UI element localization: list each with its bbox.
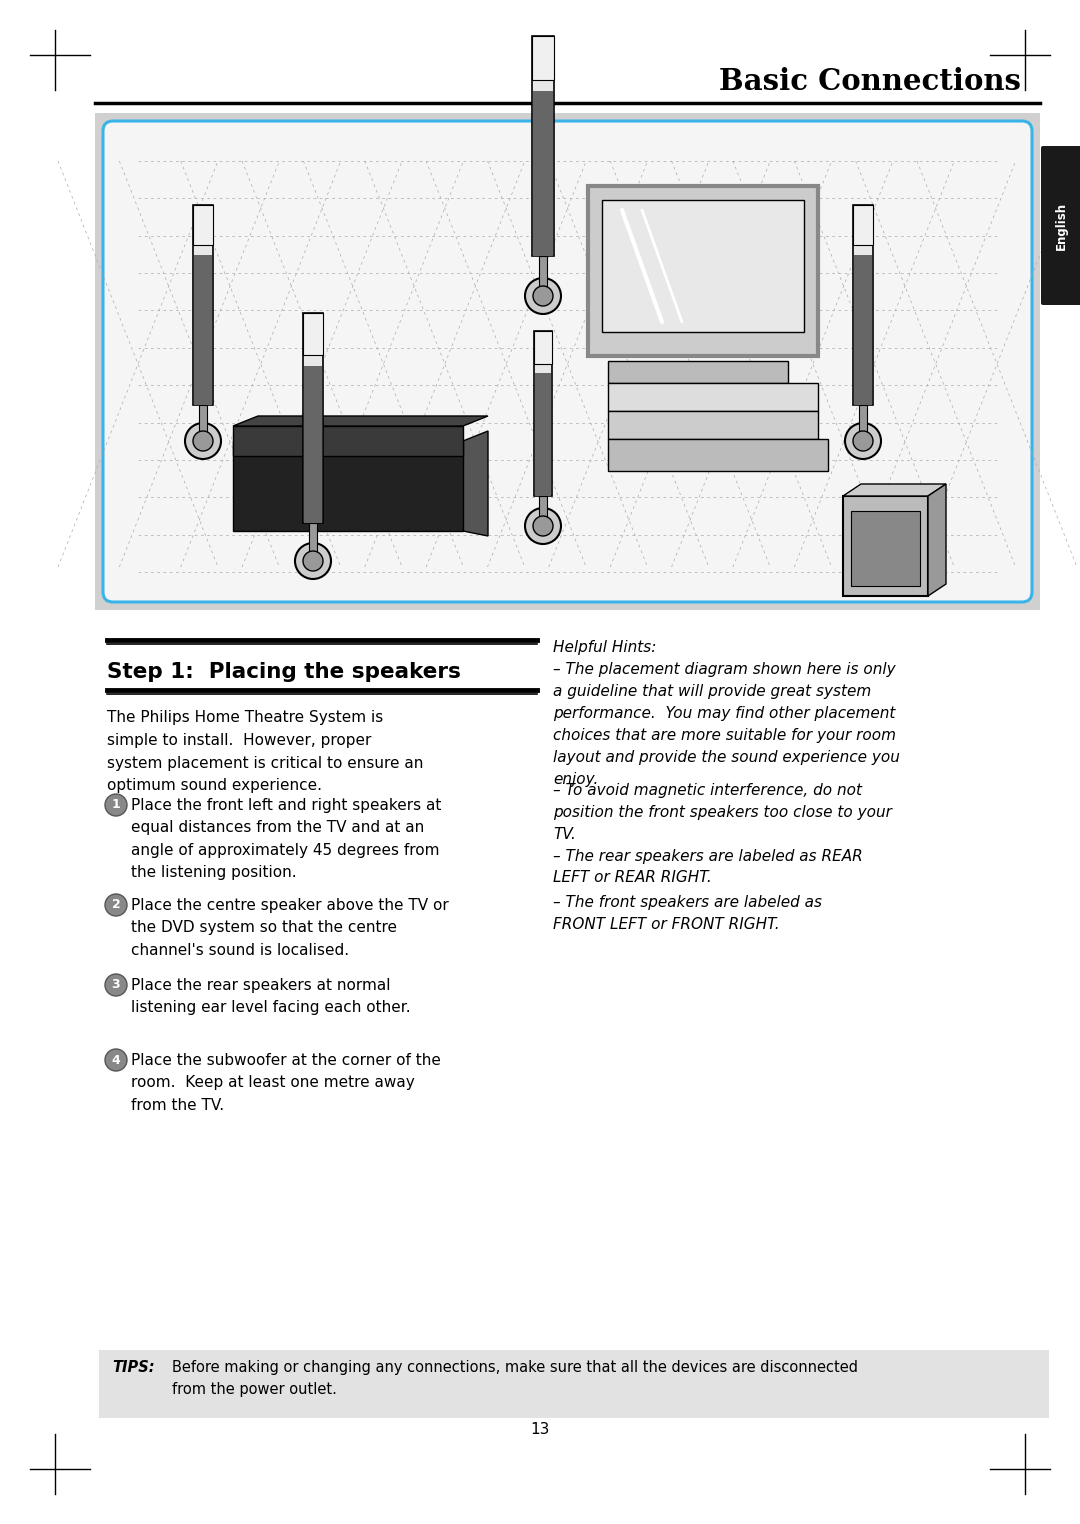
Text: Place the subwoofer at the corner of the
room.  Keep at least one metre away
fro: Place the subwoofer at the corner of the… [131, 1053, 441, 1113]
Circle shape [105, 895, 127, 916]
FancyBboxPatch shape [103, 120, 1032, 602]
Circle shape [534, 287, 553, 306]
Bar [853, 206, 873, 245]
Bar [534, 91, 553, 256]
Text: – The placement diagram shown here is only
a guideline that will provide great s: – The placement diagram shown here is on… [553, 661, 900, 786]
Text: 4: 4 [111, 1053, 120, 1067]
Circle shape [525, 507, 561, 544]
Bar [843, 495, 928, 596]
Text: – To avoid magnetic interference, do not
position the front speakers too close t: – To avoid magnetic interference, do not… [553, 783, 892, 841]
Text: English: English [1055, 201, 1068, 250]
Bar [193, 206, 213, 245]
Bar [303, 314, 323, 523]
Text: Helpful Hints:: Helpful Hints: [553, 640, 657, 655]
Text: Place the rear speakers at normal
listening ear level facing each other.: Place the rear speakers at normal listen… [131, 978, 410, 1015]
Bar [532, 37, 554, 256]
Text: The Philips Home Theatre System is
simple to install.  However, proper
system pl: The Philips Home Theatre System is simpl… [107, 710, 423, 794]
Circle shape [853, 431, 873, 451]
Bar [539, 256, 546, 296]
Text: Step 1:  Placing the speakers: Step 1: Placing the speakers [107, 661, 461, 683]
Text: Place the front left and right speakers at
equal distances from the TV and at an: Place the front left and right speakers … [131, 799, 442, 881]
Bar [233, 427, 463, 456]
Polygon shape [463, 431, 488, 536]
Bar [532, 37, 554, 81]
Text: Place the centre speaker above the TV or
the DVD system so that the centre
chann: Place the centre speaker above the TV or… [131, 898, 449, 959]
Bar [588, 186, 818, 357]
Polygon shape [928, 485, 946, 596]
Bar [95, 113, 1040, 610]
Circle shape [185, 424, 221, 459]
Text: Basic Connections: Basic Connections [719, 67, 1021, 96]
Polygon shape [233, 416, 488, 427]
Circle shape [105, 974, 127, 997]
Bar [608, 439, 828, 471]
Circle shape [295, 543, 330, 579]
Bar [853, 206, 873, 405]
Bar [309, 523, 318, 561]
Bar [534, 331, 552, 364]
Bar [851, 511, 920, 587]
Text: TIPS:: TIPS: [112, 1359, 154, 1375]
Circle shape [105, 1049, 127, 1071]
Bar [588, 186, 818, 357]
Bar [303, 314, 323, 355]
Bar [199, 405, 207, 440]
Text: 1: 1 [111, 799, 120, 811]
Bar [193, 206, 213, 405]
FancyBboxPatch shape [1041, 146, 1080, 305]
Circle shape [193, 431, 213, 451]
Bar [608, 411, 818, 439]
Bar [854, 255, 872, 405]
Circle shape [105, 794, 127, 815]
Bar [602, 200, 804, 332]
Text: 2: 2 [111, 899, 120, 911]
Bar [608, 361, 788, 383]
Circle shape [534, 517, 553, 536]
Bar [535, 372, 551, 497]
Bar [539, 497, 546, 526]
Circle shape [845, 424, 881, 459]
Text: 3: 3 [111, 978, 120, 992]
Bar [233, 440, 463, 530]
Text: – The rear speakers are labeled as REAR
LEFT or REAR RIGHT.: – The rear speakers are labeled as REAR … [553, 849, 863, 885]
Text: – The front speakers are labeled as
FRONT LEFT or FRONT RIGHT.: – The front speakers are labeled as FRON… [553, 896, 822, 933]
Bar [859, 405, 867, 440]
Text: 13: 13 [530, 1422, 550, 1437]
Bar [99, 1350, 1049, 1417]
Bar [303, 366, 322, 523]
Circle shape [303, 552, 323, 572]
Bar [534, 331, 552, 497]
Text: Before making or changing any connections, make sure that all the devices are di: Before making or changing any connection… [172, 1359, 858, 1398]
Bar [194, 255, 212, 405]
Bar [608, 383, 818, 411]
Circle shape [525, 277, 561, 314]
Polygon shape [843, 485, 946, 495]
